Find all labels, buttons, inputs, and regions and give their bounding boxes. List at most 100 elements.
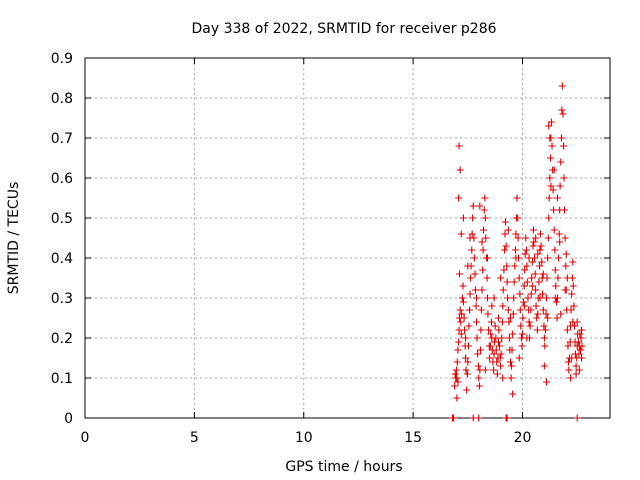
- data-point: [499, 286, 507, 294]
- data-point: [475, 374, 483, 382]
- data-point: [563, 326, 571, 334]
- data-point: [486, 342, 494, 350]
- data-point: [463, 370, 471, 378]
- data-point: [558, 82, 566, 90]
- data-point: [494, 314, 502, 322]
- data-point: [484, 294, 491, 302]
- data-point: [465, 322, 473, 330]
- data-point: [479, 246, 487, 254]
- data-point: [523, 262, 531, 270]
- data-point: [577, 334, 585, 342]
- data-point: [547, 182, 555, 190]
- data-point: [474, 350, 482, 358]
- x-axis-title: GPS time / hours: [285, 459, 402, 475]
- data-point: [459, 298, 467, 306]
- data-point: [490, 350, 498, 358]
- data-point: [562, 250, 570, 258]
- data-point: [546, 134, 554, 142]
- data-point: [514, 214, 522, 222]
- data-point: [525, 254, 533, 262]
- data-point: [457, 230, 465, 238]
- data-point: [527, 306, 535, 314]
- data-point: [574, 338, 582, 346]
- data-point: [501, 230, 509, 238]
- data-point: [512, 246, 519, 254]
- data-point: [464, 342, 472, 350]
- data-point: [545, 122, 553, 130]
- data-point: [483, 274, 491, 282]
- data-point: [503, 262, 511, 270]
- data-point: [559, 110, 567, 118]
- data-point: [511, 262, 519, 270]
- data-point: [462, 334, 470, 342]
- data-point: [529, 242, 537, 250]
- data-point: [468, 246, 476, 254]
- data-point: [540, 322, 548, 330]
- data-points: [449, 82, 586, 422]
- data-point: [485, 326, 493, 334]
- data-point: [557, 310, 565, 318]
- data-point: [509, 390, 517, 398]
- data-point: [495, 326, 503, 334]
- data-point: [527, 290, 535, 298]
- data-point: [532, 286, 540, 294]
- data-point: [504, 226, 512, 234]
- data-point: [547, 118, 555, 126]
- data-point: [499, 374, 507, 382]
- data-point: [536, 294, 544, 302]
- data-point: [528, 282, 536, 290]
- data-point: [460, 314, 468, 322]
- data-point: [532, 302, 540, 310]
- data-point: [459, 282, 467, 290]
- data-point: [540, 334, 548, 342]
- data-point: [528, 258, 536, 266]
- data-point: [514, 234, 522, 242]
- data-point: [484, 254, 491, 262]
- data-point: [522, 234, 530, 242]
- data-point: [534, 250, 542, 258]
- data-point: [461, 326, 469, 334]
- ticks: 0 0.1 0.2 0.3 0.4 0.5 0.6 0.7 0.8 0.9 0 5 10 15 20: [51, 51, 610, 446]
- data-point: [550, 206, 558, 214]
- data-point: [490, 294, 498, 302]
- data-point: [509, 330, 517, 338]
- data-point: [554, 274, 562, 282]
- data-point: [570, 302, 578, 310]
- data-point: [544, 314, 552, 322]
- data-point: [498, 318, 506, 326]
- data-point: [516, 290, 524, 298]
- data-point: [466, 290, 474, 298]
- data-point: [463, 386, 471, 394]
- data-point: [572, 362, 580, 370]
- data-point: [503, 414, 511, 422]
- y-tick-label: 0: [64, 411, 73, 427]
- y-tick-label: 0.3: [51, 291, 73, 307]
- data-point: [510, 278, 518, 286]
- data-point: [551, 266, 559, 274]
- data-point: [556, 182, 564, 190]
- data-point: [505, 318, 513, 326]
- data-point: [473, 294, 481, 302]
- data-point: [543, 274, 551, 282]
- data-point: [552, 282, 560, 290]
- data-point: [531, 270, 539, 278]
- data-point: [481, 214, 489, 222]
- data-point: [473, 334, 481, 342]
- data-point: [501, 218, 509, 226]
- data-point: [458, 294, 466, 302]
- data-point: [509, 310, 517, 318]
- data-point: [504, 294, 512, 302]
- data-point: [522, 246, 530, 254]
- data-point: [528, 274, 536, 282]
- data-point: [453, 374, 461, 382]
- data-point: [451, 370, 459, 378]
- data-point: [546, 174, 554, 182]
- data-point: [513, 194, 521, 202]
- y-tick-label: 0.8: [51, 91, 73, 107]
- data-point: [510, 294, 518, 302]
- data-point: [537, 242, 545, 250]
- data-point: [450, 414, 458, 422]
- data-point: [481, 366, 489, 374]
- data-point: [451, 382, 459, 390]
